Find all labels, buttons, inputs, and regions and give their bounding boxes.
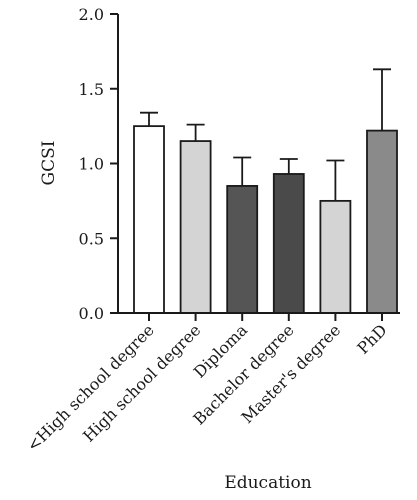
- bar: [133, 125, 165, 314]
- bar: [226, 185, 259, 314]
- x-category-label: PhD: [353, 320, 390, 357]
- bar: [179, 140, 212, 314]
- y-axis-ticks: 0.0 0.5 1.0 1.5 2.0: [79, 5, 118, 323]
- y-tick-label: 0.5: [79, 229, 104, 248]
- x-axis-title: Education: [224, 473, 311, 493]
- y-tick-label: 0.0: [79, 304, 104, 323]
- y-tick-label: 1.5: [79, 80, 104, 99]
- bar: [366, 129, 398, 314]
- bar: [272, 173, 305, 314]
- bar: [319, 199, 352, 314]
- error-bars: [140, 68, 391, 201]
- y-tick-label: 2.0: [79, 5, 104, 24]
- bars: [133, 125, 398, 314]
- y-axis-title: GCSI: [39, 141, 59, 186]
- y-tick-label: 1.0: [79, 155, 104, 174]
